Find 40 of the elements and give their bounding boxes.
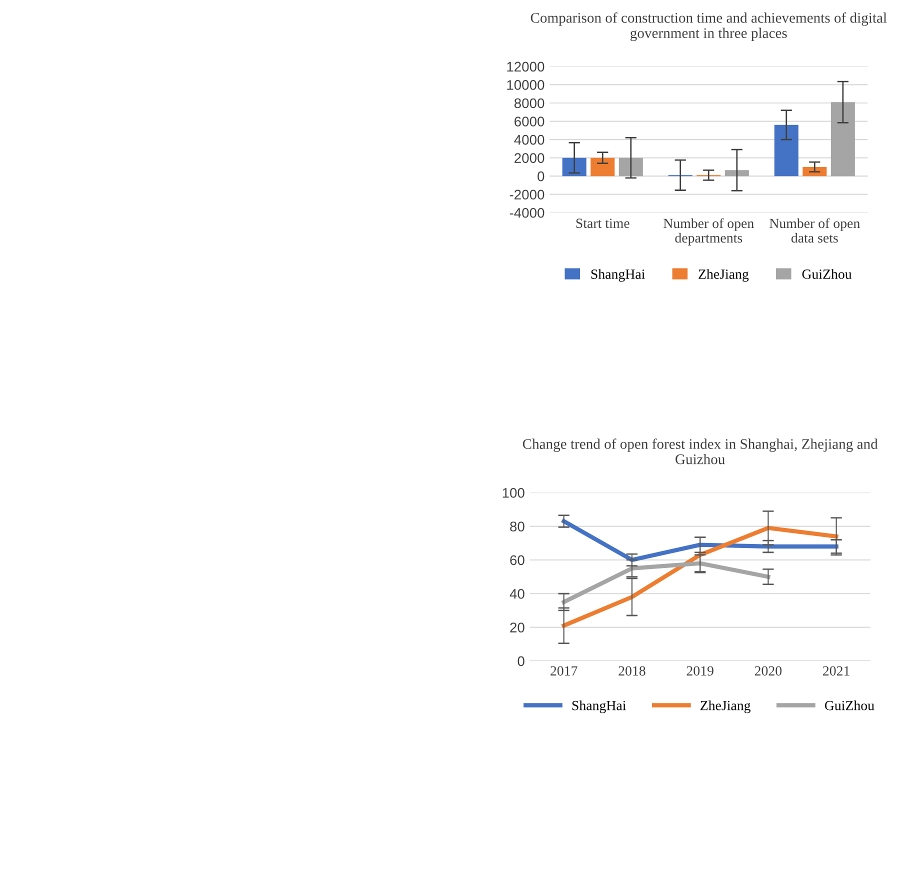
x-tick-label: 2020 [754, 666, 782, 676]
y-tick-label: 4000 [514, 134, 544, 145]
line-series [562, 526, 838, 628]
y-tick-label: 60 [510, 555, 524, 566]
legend-label: GuiZhou [824, 700, 874, 710]
x-tick-label: Number of open data sets [770, 218, 860, 243]
x-tick-label: 2018 [618, 666, 646, 676]
bar [724, 170, 749, 176]
legend-label: ShangHai [591, 269, 645, 282]
y-tick-label: 0 [538, 171, 544, 182]
y-tick-label: 6000 [514, 116, 544, 126]
legend-label: ZheJiang [700, 700, 750, 714]
x-tick-label: 2019 [686, 666, 714, 676]
y-tick-label: 12000 [507, 62, 544, 72]
bar [830, 102, 855, 176]
legend-label: ShangHai [572, 700, 626, 714]
y-tick-label: 100 [502, 488, 524, 498]
y-tick-label: 10000 [507, 80, 544, 90]
x-tick-label: 2021 [823, 666, 850, 676]
legend-label: ZheJiang [698, 269, 749, 282]
chart-title: Comparison of construction time and achievements of digital government in three places [530, 12, 887, 42]
bar [590, 158, 615, 176]
y-tick-label: 80 [510, 522, 524, 532]
bar [618, 158, 643, 176]
y-tick-label: 8000 [514, 98, 544, 108]
y-tick-label: -2000 [510, 190, 544, 200]
line-series [562, 519, 838, 562]
bar [774, 124, 798, 176]
x-tick-label: Start time [576, 218, 630, 228]
line-series [562, 561, 770, 604]
bar [562, 158, 586, 176]
x-tick-label: Number of open departments [664, 218, 754, 246]
x-tick-label: 2017 [550, 666, 578, 676]
y-tick-label: -4000 [510, 208, 544, 218]
y-tick-label: 0 [518, 656, 524, 666]
chart-title: Change trend of open forest index in Shanghai, Zhejiang and Guizhou [522, 438, 878, 464]
y-tick-label: 40 [510, 588, 524, 599]
y-tick-label: 20 [510, 622, 524, 632]
y-tick-label: 2000 [514, 153, 544, 163]
legend-label: GuiZhou [802, 269, 852, 279]
